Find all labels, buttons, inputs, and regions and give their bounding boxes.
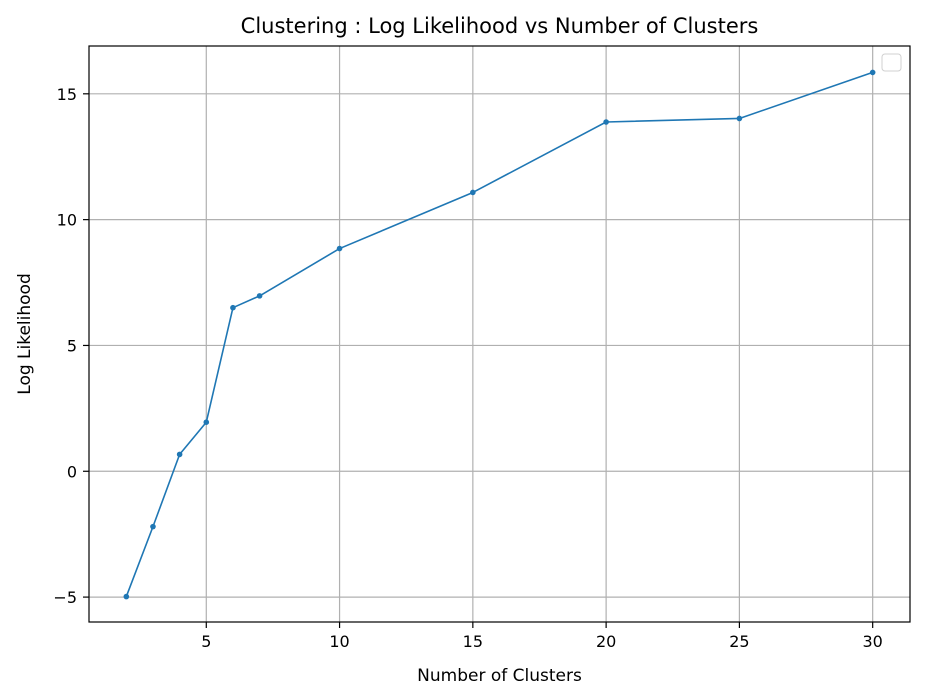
y-tick-label: 10	[57, 211, 77, 230]
legend-box	[881, 53, 902, 72]
series-line	[125, 71, 873, 597]
x-tick-label: 30	[863, 632, 883, 651]
x-tick-label: 15	[463, 632, 483, 651]
plot-frame	[88, 45, 911, 623]
y-tick-label: −5	[53, 588, 77, 607]
data-point	[736, 115, 743, 122]
data-point	[230, 304, 236, 311]
x-tick-label: 5	[201, 632, 211, 651]
x-tick-label: 10	[329, 632, 349, 651]
data-point	[256, 293, 263, 299]
data-point	[176, 451, 183, 458]
data-point	[470, 189, 476, 196]
data-point	[150, 523, 156, 530]
x-tick-label: 20	[596, 632, 616, 651]
y-tick-label: 5	[67, 336, 77, 355]
data-point	[336, 245, 343, 252]
axis-ticks: 5 10 15 20 25 30 −5 0 5 10 15	[53, 85, 882, 651]
data-series	[123, 69, 876, 600]
chart-title: Clustering : Log Likelihood vs Number of…	[241, 14, 759, 38]
y-tick-label: 0	[67, 462, 77, 481]
x-tick-label: 25	[729, 632, 749, 651]
data-point	[123, 593, 130, 600]
x-axis-label: Number of Clusters	[417, 666, 582, 686]
data-point	[203, 419, 210, 425]
y-tick-label: 15	[57, 85, 77, 104]
data-point	[603, 119, 609, 125]
data-point	[869, 69, 876, 76]
grid-lines	[89, 46, 910, 622]
y-axis-label: Log Likelihood	[15, 273, 35, 394]
